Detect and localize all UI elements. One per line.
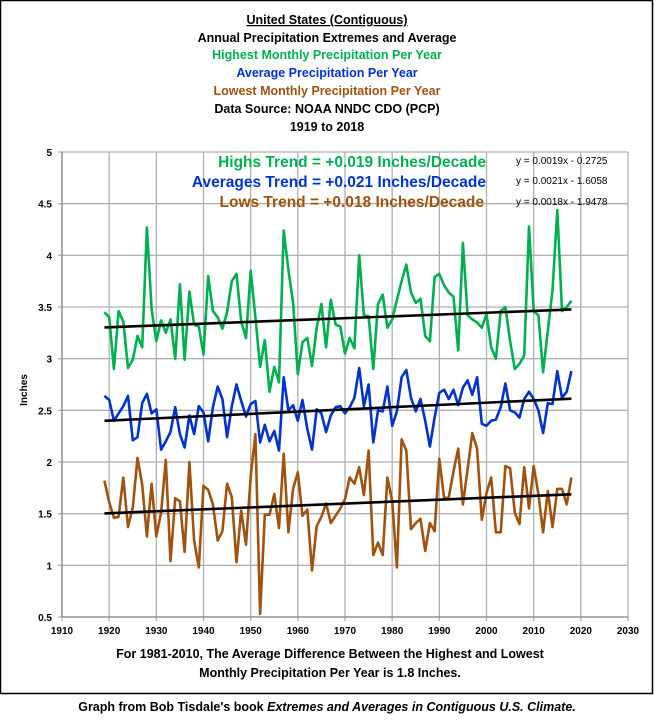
x-tick-label: 1910 bbox=[51, 626, 74, 637]
trend-line-averages bbox=[104, 397, 572, 423]
averages-trend-label: Averages Trend = +0.021 Inches/Decade bbox=[192, 174, 486, 191]
y-tick-label: 3 bbox=[46, 355, 52, 366]
y-tick-label: 5 bbox=[46, 148, 52, 159]
footnote-line-1: For 1981-2010, The Average Difference Be… bbox=[116, 647, 545, 661]
x-tick-label: 1920 bbox=[98, 626, 121, 637]
chart-title-block: United States (Contiguous) Annual Precip… bbox=[198, 13, 457, 134]
credit-line: Graph from Bob Tisdale's book Extremes a… bbox=[78, 700, 576, 714]
series-line-highs bbox=[103, 208, 573, 394]
title-line-1: United States (Contiguous) bbox=[246, 13, 407, 27]
trend-line-highs bbox=[104, 308, 572, 329]
trend-lines bbox=[104, 308, 572, 515]
x-axis-ticks: 1910 1920 1930 1940 1950 1960 1970 1980 1990 2000… bbox=[51, 626, 640, 637]
lows-trend-label: Lows Trend = +0.018 Inches/Decade bbox=[220, 194, 485, 211]
series-line-lows bbox=[103, 431, 573, 616]
footnote-line-2: Monthly Precipitation Per Year is 1.8 In… bbox=[199, 666, 461, 680]
y-tick-label: 2.5 bbox=[38, 406, 52, 417]
title-line-averages: Average Precipitation Per Year bbox=[236, 66, 417, 80]
y-tick-label: 1.5 bbox=[38, 510, 52, 521]
x-tick-label: 1940 bbox=[192, 626, 215, 637]
y-tick-label: 0.5 bbox=[38, 613, 52, 624]
x-tick-label: 2030 bbox=[617, 626, 640, 637]
x-tick-label: 1990 bbox=[428, 626, 451, 637]
series-line-averages bbox=[103, 366, 573, 452]
x-tick-label: 2000 bbox=[475, 626, 498, 637]
y-tick-label: 4.5 bbox=[38, 200, 52, 211]
x-tick-label: 1930 bbox=[145, 626, 168, 637]
title-line-2: Annual Precipitation Extremes and Averag… bbox=[198, 31, 457, 45]
x-tick-label: 2020 bbox=[570, 626, 593, 637]
x-tick-label: 1980 bbox=[381, 626, 404, 637]
series-lines bbox=[103, 208, 573, 616]
lows-equation: y = 0.0018x - 1.9478 bbox=[516, 197, 608, 208]
x-tick-label: 1970 bbox=[334, 626, 357, 637]
y-axis-label: Inches bbox=[19, 374, 30, 406]
highs-equation: y = 0.0019x - 0.2725 bbox=[516, 156, 608, 167]
trend-line-lows bbox=[104, 492, 572, 515]
y-tick-label: 2 bbox=[46, 458, 52, 469]
credit-book-title: Extremes and Averages in Contiguous U.S.… bbox=[267, 700, 576, 714]
y-tick-label: 3.5 bbox=[38, 303, 52, 314]
title-line-source: Data Source: NOAA NNDC CDO (PCP) bbox=[214, 102, 439, 116]
title-line-period: 1919 to 2018 bbox=[290, 120, 364, 134]
y-tick-label: 4 bbox=[46, 251, 52, 262]
trend-annotations: Highs Trend = +0.019 Inches/Decade Avera… bbox=[192, 154, 608, 211]
title-line-highs: Highest Monthly Precipitation Per Year bbox=[212, 48, 442, 62]
y-axis-ticks: 0.5 1 1.5 2 2.5 3 3.5 4 4.5 5 bbox=[38, 148, 52, 624]
y-tick-label: 1 bbox=[46, 561, 52, 572]
averages-equation: y = 0.0021x - 1.6058 bbox=[516, 176, 608, 187]
highs-trend-label: Highs Trend = +0.019 Inches/Decade bbox=[218, 154, 486, 171]
x-tick-label: 1950 bbox=[240, 626, 263, 637]
x-tick-label: 1960 bbox=[287, 626, 310, 637]
credit-prefix: Graph from Bob Tisdale's book bbox=[78, 700, 267, 714]
x-tick-label: 2010 bbox=[523, 626, 546, 637]
title-line-lows: Lowest Monthly Precipitation Per Year bbox=[214, 84, 441, 98]
